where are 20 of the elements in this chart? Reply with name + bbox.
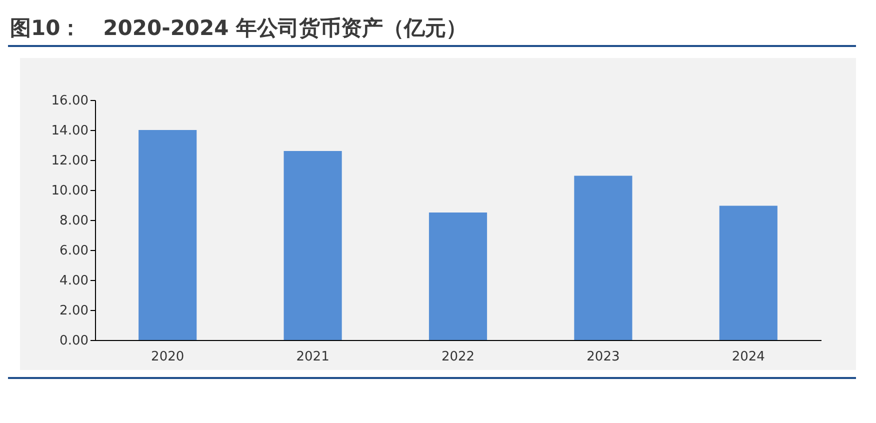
y-tick-label: 0.00 (60, 334, 88, 348)
y-tick-label: 6.00 (60, 244, 88, 258)
bar (428, 212, 488, 340)
chart-title: 图10： 2020-2024 年公司货币资产（亿元） (10, 15, 468, 42)
x-tick-label: 2020 (151, 350, 184, 364)
x-tick-label: 2022 (441, 350, 475, 364)
x-tick-label: 2021 (296, 350, 330, 364)
bar (138, 130, 197, 340)
y-tick-label: 10.00 (51, 184, 88, 198)
y-tick-label: 2.00 (60, 304, 88, 318)
x-tick-label: 2024 (732, 350, 765, 364)
y-tick-label: 16.00 (51, 94, 88, 108)
y-tick-label: 12.00 (51, 154, 88, 168)
y-tick-label: 14.00 (51, 124, 88, 138)
x-tick-label: 2023 (586, 350, 620, 364)
y-tick-label: 4.00 (60, 274, 88, 288)
y-tick-label: 8.00 (60, 214, 88, 228)
bar (574, 176, 632, 340)
bar (719, 206, 778, 340)
bar (284, 151, 342, 340)
